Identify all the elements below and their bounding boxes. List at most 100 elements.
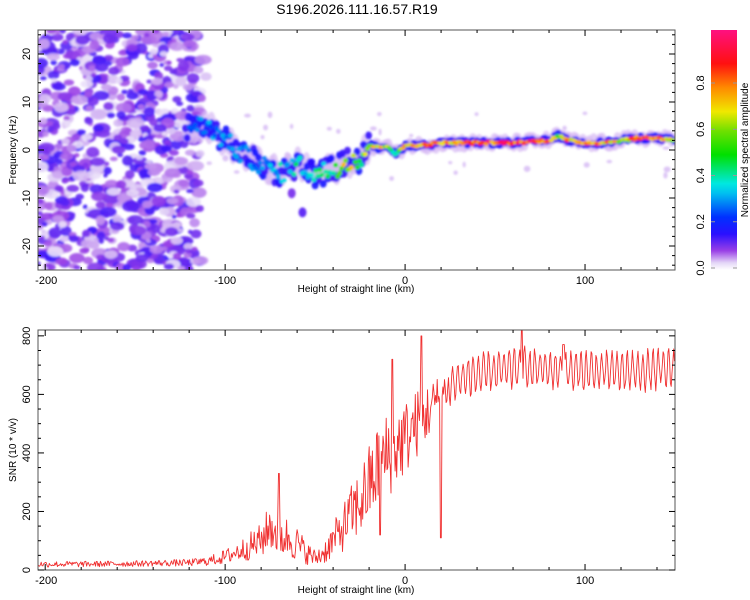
noise-blob xyxy=(149,85,155,91)
noise-blob xyxy=(180,33,195,41)
noise-blob xyxy=(193,179,204,187)
ridge-core xyxy=(289,157,295,163)
noise-blob xyxy=(103,102,114,111)
colorbar-tick-label: 0.8 xyxy=(695,75,707,90)
faint-blob xyxy=(206,161,212,166)
ridge-mid xyxy=(220,140,228,149)
noise-blob xyxy=(153,123,167,133)
snr-panel: -200 -100 0 100 0 200 400 600 800 Height of str… xyxy=(8,327,676,596)
ridge-core xyxy=(333,162,339,168)
ridge-core xyxy=(202,129,208,135)
faint-blob xyxy=(409,133,414,138)
noise-blob xyxy=(134,42,148,54)
x-tick-label: -200 xyxy=(35,275,57,287)
noise-blob xyxy=(111,145,126,154)
noise-blob xyxy=(172,252,181,261)
noise-blob xyxy=(177,166,189,174)
noise-blob xyxy=(51,170,65,179)
ridge-mid xyxy=(327,154,335,163)
faint-blob xyxy=(326,126,332,131)
noise-blob xyxy=(121,200,140,212)
faint-blob xyxy=(389,176,394,181)
ridge-core xyxy=(234,154,240,160)
noise-blob xyxy=(82,229,90,238)
ridge-core xyxy=(315,173,321,179)
noise-blob xyxy=(195,205,204,212)
ridge-core xyxy=(216,128,222,134)
ridge-core xyxy=(208,124,214,130)
noise-blob xyxy=(70,212,76,217)
noise-blob xyxy=(108,66,120,76)
noise-blob xyxy=(124,169,135,179)
noise-blob xyxy=(90,163,105,174)
faint-blob xyxy=(453,170,458,175)
ridge-core xyxy=(313,168,319,174)
noise-blob xyxy=(86,146,100,158)
ridge-core xyxy=(336,170,343,176)
noise-blob xyxy=(91,191,107,202)
y-tick-label: -10 xyxy=(21,190,33,206)
noise-blob xyxy=(143,106,155,117)
noise-blob xyxy=(57,92,73,101)
faint-blob xyxy=(233,170,240,174)
noise-blob xyxy=(197,94,206,103)
noise-blob xyxy=(38,142,55,153)
noise-blob xyxy=(146,182,163,193)
noise-blob xyxy=(59,235,70,242)
noise-blob xyxy=(183,243,193,250)
noise-blob xyxy=(70,94,88,105)
noise-blob xyxy=(61,119,71,129)
ridge-core xyxy=(277,161,283,167)
ridge-core xyxy=(400,146,406,151)
spectrogram-y-axis-label: Frequency (Hz) xyxy=(8,116,19,185)
ridge-core xyxy=(224,134,230,140)
noise-blob xyxy=(178,179,189,188)
ridge-core xyxy=(358,162,364,168)
noise-blob xyxy=(186,104,195,112)
noise-blob xyxy=(66,144,74,151)
ridge-core xyxy=(352,159,359,165)
noise-blob xyxy=(51,190,60,198)
x-tick-label: -200 xyxy=(35,575,57,587)
ridge-mid xyxy=(319,179,327,188)
faint-blob xyxy=(663,172,668,179)
ridge-blobs xyxy=(181,110,675,218)
noise-blob xyxy=(40,266,48,270)
noise-blob xyxy=(62,39,69,45)
noise-blob xyxy=(175,76,187,87)
ridge-core xyxy=(281,177,287,183)
noise-blob xyxy=(153,30,160,34)
ridge-core xyxy=(338,165,345,171)
y-tick-label: 10 xyxy=(21,96,33,108)
ridge-core xyxy=(548,138,554,143)
noise-blob xyxy=(164,227,179,237)
colorbar-tick-label: 0.6 xyxy=(695,122,707,137)
noise-blob xyxy=(130,225,147,236)
noise-blob xyxy=(85,105,94,112)
ridge-core xyxy=(226,145,232,151)
noise-blob xyxy=(126,43,138,52)
noise-blob xyxy=(142,200,153,209)
snr-frame xyxy=(37,329,676,571)
noise-blob xyxy=(162,246,168,251)
y-tick-label: 20 xyxy=(21,48,33,60)
noise-blob xyxy=(103,166,112,175)
ridge-core xyxy=(265,159,271,165)
ridge-core xyxy=(238,158,244,164)
noise-blob xyxy=(115,102,132,113)
noise-blob xyxy=(140,34,157,45)
ridge-core xyxy=(364,146,370,151)
noise-blob xyxy=(164,81,175,88)
noise-blob xyxy=(121,89,128,95)
noise-blob xyxy=(60,152,74,161)
noise-blob xyxy=(146,79,153,84)
noise-blob xyxy=(138,150,147,156)
noise-blob xyxy=(38,185,50,195)
spectrogram-y-tick-labels: -20 -10 0 10 20 xyxy=(21,48,33,254)
noise-blob xyxy=(38,93,52,104)
ridge-mid xyxy=(183,133,191,142)
noise-blob xyxy=(98,237,105,244)
snr-series-line xyxy=(38,330,675,568)
x-tick-label: 100 xyxy=(576,275,594,287)
isolated-blob xyxy=(287,188,296,199)
